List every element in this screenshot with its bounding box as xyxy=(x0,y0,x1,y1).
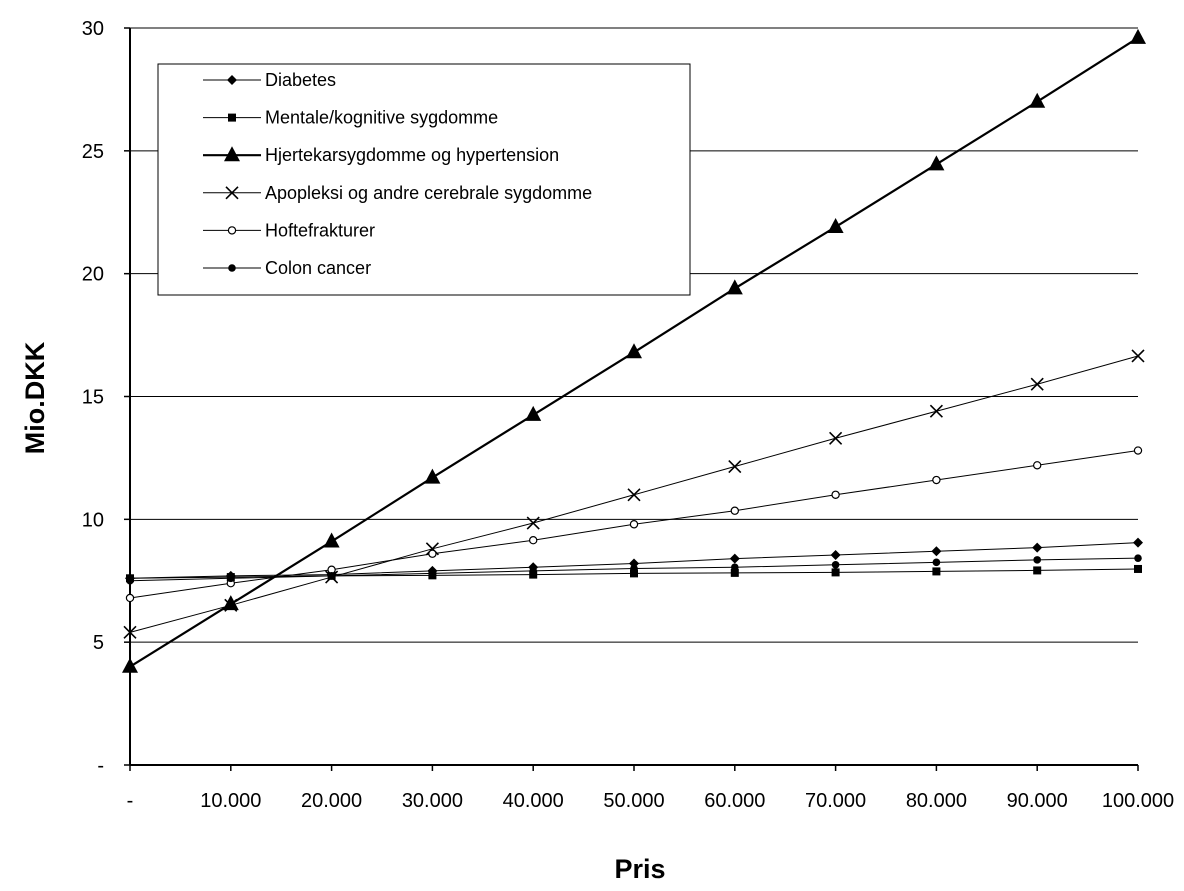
y-tick-label: 15 xyxy=(82,387,104,409)
filled-circle-marker xyxy=(428,569,437,578)
legend-label: Colon cancer xyxy=(265,258,371,278)
open-circle-marker xyxy=(227,226,237,235)
diamond-marker xyxy=(729,553,740,564)
y-tick-label: 25 xyxy=(82,141,104,163)
x-tick-label: 10.000 xyxy=(200,790,261,812)
legend-item: Apopleksi og andre cerebrale sygdomme xyxy=(203,183,592,203)
x-marker xyxy=(526,516,540,530)
open-circle-marker xyxy=(932,475,941,485)
y-tick-label: 30 xyxy=(82,18,104,40)
legend-item: Hjertekarsygdomme og hypertension xyxy=(203,145,559,165)
series-apopleksi-og-andre-cerebrale-sygdomme xyxy=(123,349,1145,639)
open-circle-marker xyxy=(1133,446,1143,455)
y-axis-title: Mio.DKK xyxy=(20,341,50,454)
filled-circle-marker xyxy=(228,264,236,272)
filled-circle-marker xyxy=(630,564,638,573)
filled-circle-marker xyxy=(529,567,537,575)
square-marker xyxy=(630,569,638,578)
filled-circle-marker xyxy=(1033,556,1041,564)
filled-circle-marker xyxy=(831,560,840,569)
legend: Diabetes Mentale/kognitive sygdomme Hjerte… xyxy=(157,63,691,296)
x-marker xyxy=(1030,377,1044,391)
x-tick-label: 80.000 xyxy=(906,790,967,812)
legend-label: Diabetes xyxy=(265,70,336,90)
x-marker xyxy=(123,625,137,639)
triangle-marker xyxy=(1029,92,1046,108)
open-circle-marker xyxy=(125,593,135,603)
legend-label: Apopleksi og andre cerebrale sygdomme xyxy=(265,183,592,203)
triangle-marker xyxy=(122,657,138,673)
legend-label: Hoftefrakturer xyxy=(265,220,375,240)
diamond-marker xyxy=(931,546,942,557)
open-circle-marker xyxy=(428,549,437,558)
y-tick-label: - xyxy=(97,755,104,777)
square-marker xyxy=(730,568,739,577)
x-tick-label: 60.000 xyxy=(704,790,765,812)
diamond-marker xyxy=(227,75,237,85)
triangle-marker xyxy=(222,595,239,611)
y-tick-label: 10 xyxy=(82,509,104,531)
triangle-marker xyxy=(928,155,945,171)
square-marker xyxy=(1033,566,1042,575)
x-tick-label: 70.000 xyxy=(805,790,866,812)
x-tick-label: 50.000 xyxy=(603,790,664,812)
open-circle-marker xyxy=(529,536,538,545)
triangle-marker xyxy=(726,279,743,295)
open-circle-marker xyxy=(730,506,740,515)
diamond-marker xyxy=(830,549,841,560)
series-layer xyxy=(122,28,1146,673)
x-tick-label: 90.000 xyxy=(1007,790,1068,812)
y-tick-label: 20 xyxy=(82,264,104,286)
series-hoftefrakturer xyxy=(125,446,1143,603)
series-hjertekarsygdomme-og-hypertension xyxy=(122,28,1146,673)
x-marker xyxy=(728,459,742,474)
triangle-marker xyxy=(424,468,441,484)
legend-item: Colon cancer xyxy=(203,258,371,278)
square-marker xyxy=(831,568,840,577)
x-marker xyxy=(225,186,239,200)
open-circle-marker xyxy=(831,490,840,499)
filled-circle-marker xyxy=(227,574,235,583)
x-marker xyxy=(224,598,238,612)
legend-item: Diabetes xyxy=(203,70,336,90)
square-marker xyxy=(1134,564,1142,573)
x-tick-label: 40.000 xyxy=(503,790,564,812)
x-tick-label: - xyxy=(127,790,134,812)
legend-label: Hjertekarsygdomme og hypertension xyxy=(265,145,559,165)
square-marker xyxy=(932,567,941,576)
triangle-marker xyxy=(224,146,240,162)
legend-item: Mentale/kognitive sygdomme xyxy=(203,108,498,128)
legend-box xyxy=(157,63,691,296)
legend-label: Mentale/kognitive sygdomme xyxy=(265,108,498,128)
filled-circle-marker xyxy=(327,572,336,580)
x-marker xyxy=(1131,349,1145,363)
filled-circle-marker xyxy=(126,576,134,585)
x-marker xyxy=(829,431,843,445)
x-marker xyxy=(929,404,943,418)
triangle-marker xyxy=(827,217,844,233)
filled-circle-marker xyxy=(932,558,941,567)
filled-circle-marker xyxy=(731,563,739,572)
filled-circle-marker xyxy=(1134,554,1142,562)
triangle-marker xyxy=(1130,28,1146,44)
triangle-marker xyxy=(626,343,642,359)
x-marker xyxy=(627,488,641,502)
x-tick-label: 30.000 xyxy=(402,790,463,812)
open-circle-marker xyxy=(629,520,639,529)
open-circle-marker xyxy=(1032,461,1042,470)
x-axis-ticks: - 10.000 20.000 30.000 40.000 50.000 60.000 70.… xyxy=(127,765,1174,812)
triangle-marker xyxy=(323,532,340,548)
y-tick-label: 5 xyxy=(93,632,104,654)
diamond-marker xyxy=(1032,542,1043,553)
legend-item: Hoftefrakturer xyxy=(203,220,375,240)
square-marker xyxy=(228,113,236,122)
triangle-marker xyxy=(525,405,542,421)
x-tick-label: 100.000 xyxy=(1102,790,1174,812)
x-axis-title: Pris xyxy=(614,854,665,884)
diamond-marker xyxy=(1133,537,1143,548)
y-axis-ticks: - 5 10 15 20 25 30 xyxy=(82,18,130,777)
x-tick-label: 20.000 xyxy=(301,790,362,812)
series-colon-cancer xyxy=(126,554,1142,585)
